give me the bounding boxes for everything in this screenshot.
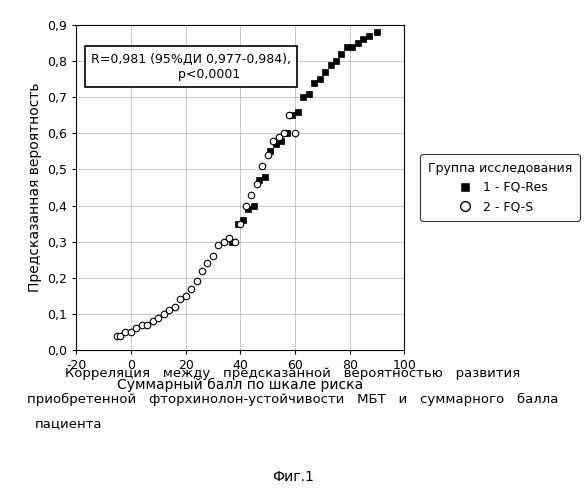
Point bbox=[257, 162, 267, 170]
Y-axis label: Предсказанная вероятность: Предсказанная вероятность bbox=[28, 82, 42, 292]
Point bbox=[165, 306, 174, 314]
Point bbox=[227, 238, 237, 246]
Point bbox=[337, 50, 346, 58]
Legend: 1 - FQ-Res, 2 - FQ-S: 1 - FQ-Res, 2 - FQ-S bbox=[420, 154, 580, 221]
Point bbox=[230, 238, 240, 246]
Point bbox=[192, 278, 201, 285]
Text: Фиг.1: Фиг.1 bbox=[272, 470, 314, 484]
Point bbox=[219, 238, 229, 246]
Point bbox=[274, 133, 283, 141]
Point bbox=[359, 36, 368, 44]
Point bbox=[203, 260, 212, 268]
Text: приобретенной   фторхинолон-устойчивости   МБТ   и   суммарного   балла: приобретенной фторхинолон-устойчивости М… bbox=[28, 392, 558, 406]
Point bbox=[364, 32, 373, 40]
Point bbox=[288, 112, 297, 120]
Point bbox=[280, 130, 289, 138]
Point bbox=[326, 60, 335, 68]
Point bbox=[208, 252, 217, 260]
Point bbox=[115, 332, 125, 340]
Point bbox=[142, 320, 152, 328]
Point bbox=[268, 136, 278, 144]
Point bbox=[148, 317, 158, 325]
Point bbox=[170, 302, 179, 310]
Point bbox=[175, 296, 185, 304]
Point bbox=[244, 205, 253, 213]
Point bbox=[255, 176, 264, 184]
Point bbox=[372, 28, 381, 36]
Text: Корреляция   между   предсказанной   вероятностью   развития: Корреляция между предсказанной вероятнос… bbox=[66, 368, 520, 380]
Point bbox=[304, 90, 314, 98]
Point bbox=[271, 140, 281, 148]
Point bbox=[263, 151, 272, 159]
Point bbox=[247, 190, 256, 198]
Point bbox=[132, 324, 141, 332]
X-axis label: Суммарный балл по шкале риска: Суммарный балл по шкале риска bbox=[117, 378, 363, 392]
Point bbox=[277, 136, 286, 144]
Point bbox=[347, 42, 357, 50]
Point bbox=[137, 320, 146, 328]
Text: R=0,981 (95%ДИ 0,977-0,984),
         p<0,0001: R=0,981 (95%ДИ 0,977-0,984), p<0,0001 bbox=[91, 52, 291, 80]
Point bbox=[285, 112, 294, 120]
Point bbox=[260, 172, 270, 180]
Point bbox=[186, 284, 196, 292]
Point bbox=[214, 242, 223, 250]
Point bbox=[298, 93, 308, 101]
Point bbox=[290, 130, 299, 138]
Point bbox=[331, 57, 340, 65]
Point bbox=[224, 234, 234, 242]
Point bbox=[293, 108, 302, 116]
Point bbox=[197, 266, 207, 274]
Point bbox=[154, 314, 163, 322]
Point bbox=[241, 202, 250, 209]
Point bbox=[282, 130, 291, 138]
Point bbox=[265, 148, 275, 156]
Point bbox=[181, 292, 190, 300]
Point bbox=[342, 42, 352, 50]
Point bbox=[239, 216, 248, 224]
Point bbox=[353, 39, 363, 47]
Point bbox=[321, 68, 330, 76]
Point bbox=[121, 328, 130, 336]
Point bbox=[309, 79, 319, 87]
Text: пациента: пациента bbox=[35, 418, 103, 430]
Point bbox=[249, 202, 258, 209]
Point bbox=[113, 332, 122, 340]
Point bbox=[252, 180, 261, 188]
Point bbox=[315, 75, 324, 83]
Point bbox=[159, 310, 168, 318]
Point bbox=[236, 220, 245, 228]
Point bbox=[233, 220, 242, 228]
Point bbox=[126, 328, 135, 336]
